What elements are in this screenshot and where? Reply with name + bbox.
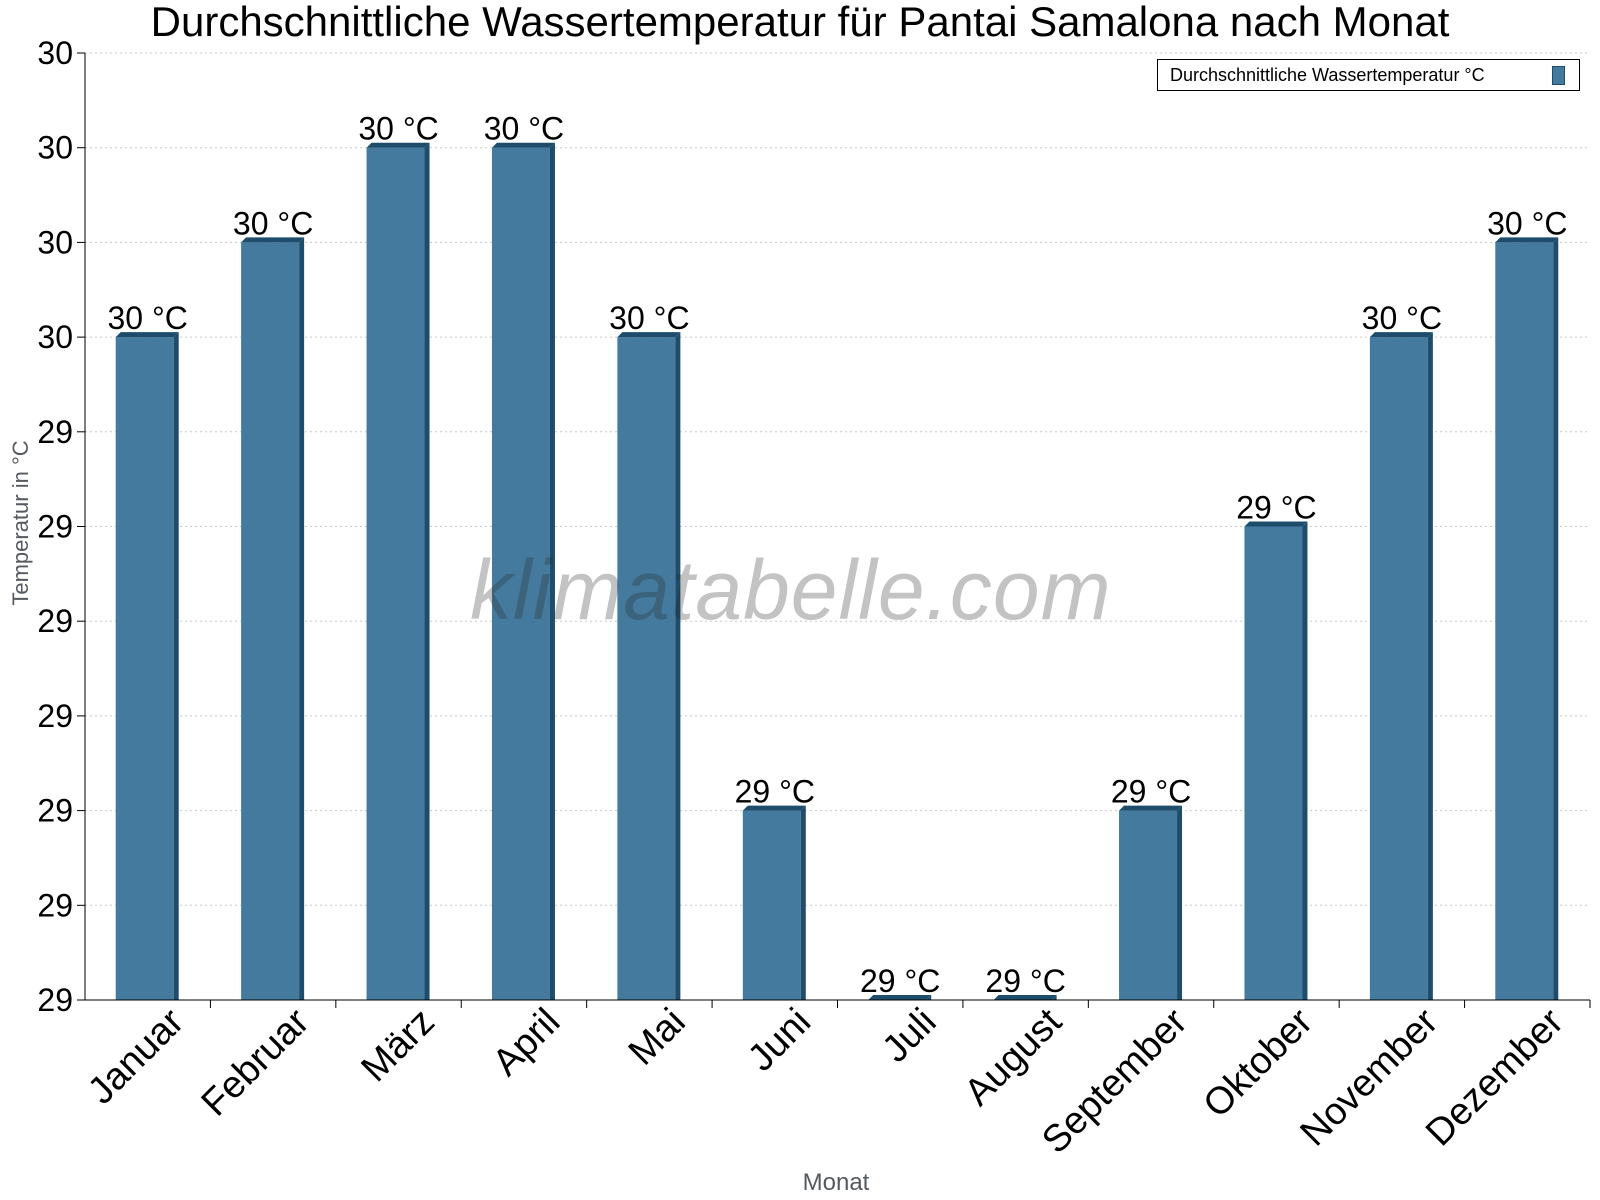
bars [115,142,1559,1001]
bar-side [1051,995,1057,1000]
y-tick-label: 29 [37,887,73,923]
data-label: 30 °C [484,111,564,147]
bar-top [617,332,681,338]
x-tick-label: März [353,1001,442,1090]
bar-top [868,995,932,1000]
x-tick-label: Juni [740,1001,819,1080]
y-axis-label: Temperatur in °C [8,440,33,606]
x-tick-label: Mai [621,1001,694,1074]
bar-side [675,332,681,1001]
bar-side [299,237,305,1000]
bar-top [1244,521,1308,527]
y-tick-label: 29 [37,793,73,829]
y-tick-label: 30 [37,35,73,71]
bar [1369,337,1428,1001]
y-tick-label: 30 [37,319,73,355]
bar-top [491,142,555,148]
data-label: 29 °C [735,774,815,810]
x-tick-label: Oktober [1196,1000,1322,1126]
bar [366,147,425,1000]
bar-top [1369,332,1433,338]
data-label: 30 °C [358,111,438,147]
data-label: 29 °C [1111,774,1191,810]
legend-swatch [1552,66,1565,85]
data-label: 30 °C [233,205,313,241]
x-axis-label: Monat [802,1169,870,1196]
y-tick-label: 29 [37,982,73,1018]
bar-side [1553,237,1559,1000]
x-tick-label: Januar [80,1000,192,1112]
bar [1495,242,1554,1000]
bar-top [241,237,305,243]
watermark: klimatabelle.com [470,543,1112,637]
y-tick-label: 29 [37,698,73,734]
bar-top [1119,805,1183,811]
bar-side [1302,521,1308,1000]
bar [742,810,801,1000]
bar-top [742,805,806,811]
x-tick-label: August [957,1000,1071,1114]
grid-lines [85,52,1590,906]
y-tick-label: 30 [37,130,73,166]
x-tick-label: April [485,1001,568,1084]
bar-side [926,995,932,1000]
data-label: 29 °C [860,963,940,999]
y-tick-label: 29 [37,509,73,545]
bar [617,337,676,1001]
bar [491,147,550,1000]
x-tick-label: Juli [875,1001,945,1071]
data-label: 30 °C [108,300,188,336]
bar-top [993,995,1057,1000]
bar-side [800,805,806,1000]
bar-side [173,332,179,1001]
legend: Durchschnittliche Wassertemperatur °C [1157,59,1580,91]
x-tick-label: Februar [194,1000,318,1124]
legend-label: Durchschnittliche Wassertemperatur °C [1170,65,1485,85]
bar-side [1427,332,1433,1001]
data-label: 30 °C [1362,300,1442,336]
bar [115,337,174,1001]
bar [241,242,300,1000]
data-label: 30 °C [609,300,689,336]
y-tick-label: 29 [37,414,73,450]
data-label: 29 °C [985,963,1065,999]
bar-side [1177,805,1183,1000]
bar [1244,526,1303,1000]
bar [1119,810,1178,1000]
bar-top [1495,237,1559,243]
data-label: 29 °C [1236,490,1316,526]
y-tick-label: 29 [37,603,73,639]
y-tick-label: 30 [37,224,73,260]
data-label: 30 °C [1487,205,1567,241]
bar-side [549,142,555,1000]
axes [77,52,1591,1008]
bar-side [424,142,430,1000]
chart-title: Durchschnittliche Wassertemperatur für P… [150,0,1450,45]
bar-top [366,142,430,148]
bar-top [115,332,179,338]
x-tick-label: Dezember [1418,1000,1572,1154]
